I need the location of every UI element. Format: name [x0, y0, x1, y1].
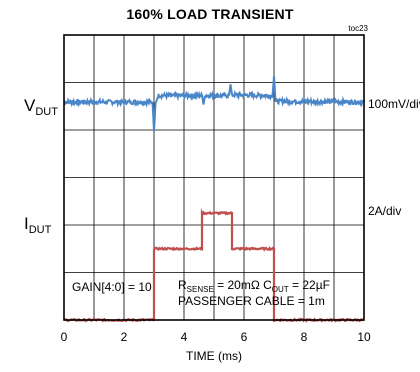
x-axis-label: TIME (ms): [186, 349, 242, 363]
chart-title: 160% LOAD TRANSIENT: [126, 6, 294, 22]
series-line-vdut: [63, 75, 365, 132]
x-tick-label: 10: [357, 330, 371, 344]
x-ticks: 0 2 4 6 8 10: [61, 330, 371, 344]
plot-frame: [63, 34, 365, 321]
x-tick-label: 4: [181, 330, 188, 344]
rsense-cout-annotation: RSENSE = 20mΩ COUT = 22µF: [178, 278, 330, 294]
scale-label-vdut: 100mV/div: [368, 97, 420, 111]
gain-annotation: GAIN[4:0] = 10: [72, 280, 152, 294]
channel-label-vdut: VDUT: [24, 96, 58, 118]
figure-tag: toc23: [348, 24, 368, 33]
channel-label-idut: IDUT: [24, 214, 52, 236]
scale-label-idut: 2A/div: [368, 204, 402, 218]
x-tick-label: 2: [121, 330, 128, 344]
grid: [64, 35, 364, 320]
x-tick-label: 0: [61, 330, 68, 344]
cable-annotation: PASSENGER CABLE = 1m: [178, 294, 325, 308]
x-tick-label: 8: [301, 330, 308, 344]
x-tick-label: 6: [241, 330, 248, 344]
